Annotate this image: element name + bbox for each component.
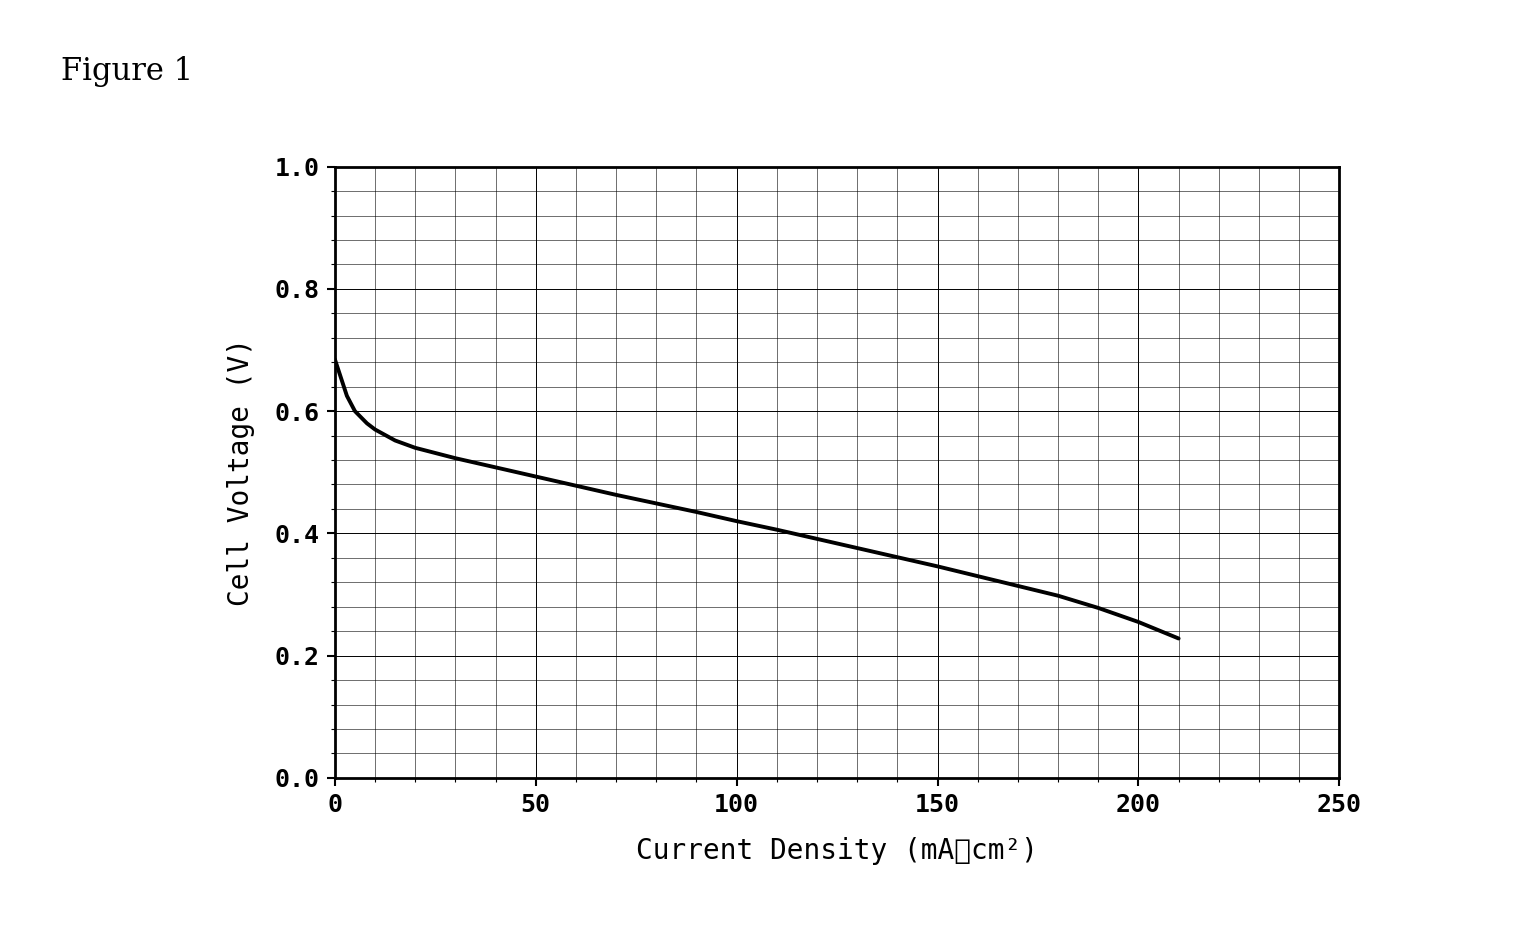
Text: Figure 1: Figure 1 [61, 56, 193, 86]
X-axis label: Current Density (mA⁄cm²): Current Density (mA⁄cm²) [636, 836, 1038, 865]
Y-axis label: Cell Voltage (V): Cell Voltage (V) [227, 338, 256, 607]
